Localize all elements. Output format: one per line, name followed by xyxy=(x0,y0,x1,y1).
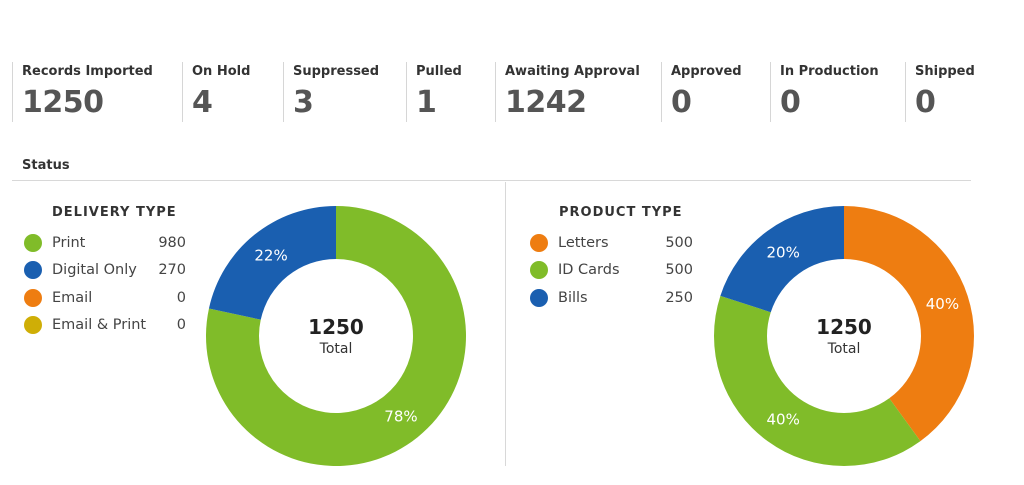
stat-approved: Approved 0 xyxy=(661,62,770,122)
stat-records-imported: Records Imported 1250 xyxy=(12,62,182,122)
stat-value: 0 xyxy=(915,85,936,120)
delivery-type-title: DELIVERY TYPE xyxy=(52,205,177,220)
stat-on-hold: On Hold 4 xyxy=(182,62,283,122)
legend-label: Print xyxy=(52,234,86,251)
stat-label: Shipped xyxy=(915,64,975,79)
stat-pulled: Pulled 1 xyxy=(406,62,495,122)
stat-in-production: In Production 0 xyxy=(770,62,905,122)
legend-color-dot xyxy=(530,261,548,280)
stat-shipped: Shipped 0 xyxy=(905,62,995,122)
summary-stats: Records Imported 1250 On Hold 4 Suppress… xyxy=(12,62,995,122)
legend-color-dot xyxy=(530,233,548,252)
legend-item: ID Cards 500 xyxy=(530,257,693,285)
stat-label: Records Imported xyxy=(22,64,153,79)
legend-value: 250 xyxy=(665,289,693,306)
donut-percent-label: 20% xyxy=(766,243,799,261)
stat-label: Awaiting Approval xyxy=(505,64,640,79)
delivery-donut-chart: 78% 22% 1250 Total xyxy=(205,205,467,467)
donut-slice-digital-only[interactable] xyxy=(208,206,336,320)
product-donut-chart: 40% 40% 20% 1250 Total xyxy=(713,205,975,467)
stat-value: 0 xyxy=(780,85,801,120)
stat-suppressed: Suppressed 3 xyxy=(283,62,406,122)
donut-slice-print[interactable] xyxy=(206,206,466,467)
stat-value: 3 xyxy=(293,85,314,120)
donut-slice-bills[interactable] xyxy=(720,206,844,313)
product-type-title: PRODUCT TYPE xyxy=(559,205,683,220)
panel-divider xyxy=(505,182,506,466)
legend-label: Email & Print xyxy=(52,317,147,334)
legend-color-dot xyxy=(530,288,548,307)
status-heading: Status xyxy=(22,158,70,173)
legend-item: Print 980 xyxy=(24,229,186,257)
legend-label: Letters xyxy=(558,234,609,251)
legend-color-dot xyxy=(24,288,42,307)
stat-value: 1 xyxy=(416,85,437,120)
legend-item: Bills 250 xyxy=(530,284,693,312)
stat-label: In Production xyxy=(780,64,879,79)
stat-label: Pulled xyxy=(416,64,462,79)
legend-value: 0 xyxy=(176,317,186,334)
legend-label: ID Cards xyxy=(558,262,620,279)
donut-percent-label: 22% xyxy=(254,246,287,264)
stat-label: Approved xyxy=(671,64,742,79)
legend-value: 270 xyxy=(158,262,186,279)
legend-color-dot xyxy=(24,261,42,280)
legend-label: Digital Only xyxy=(52,262,137,279)
product-legend: Letters 500 ID Cards 500 Bills 250 xyxy=(530,229,693,312)
product-donut-svg: 40% 40% 20% xyxy=(714,206,974,466)
donut-percent-label: 40% xyxy=(766,411,799,429)
legend-value: 0 xyxy=(176,289,186,306)
legend-value: 500 xyxy=(665,234,693,251)
delivery-legend: Print 980 Digital Only 270 Email 0 Email & Pri… xyxy=(24,229,186,339)
legend-item: Email & Print 0 xyxy=(24,312,186,340)
legend-label: Email xyxy=(52,289,93,306)
legend-value: 980 xyxy=(158,234,186,251)
stat-label: Suppressed xyxy=(293,64,380,79)
legend-label: Bills xyxy=(558,289,588,306)
donut-slice-id-cards[interactable] xyxy=(714,295,921,466)
legend-value: 500 xyxy=(665,262,693,279)
legend-item: Letters 500 xyxy=(530,229,693,257)
legend-color-dot xyxy=(24,233,42,252)
stat-awaiting-approval: Awaiting Approval 1242 xyxy=(495,62,661,122)
donut-percent-label: 78% xyxy=(384,408,417,426)
stat-value: 4 xyxy=(192,85,213,120)
delivery-donut-svg: 78% 22% xyxy=(206,206,466,467)
legend-item: Email 0 xyxy=(24,284,186,312)
stat-value: 1242 xyxy=(505,85,587,120)
stat-value: 0 xyxy=(671,85,692,120)
legend-item: Digital Only 270 xyxy=(24,257,186,285)
donut-slice-letters[interactable] xyxy=(844,206,974,442)
donut-percent-label: 40% xyxy=(926,295,959,313)
legend-color-dot xyxy=(24,316,42,335)
stat-value: 1250 xyxy=(22,85,104,120)
section-divider xyxy=(12,180,971,181)
stat-label: On Hold xyxy=(192,64,251,79)
